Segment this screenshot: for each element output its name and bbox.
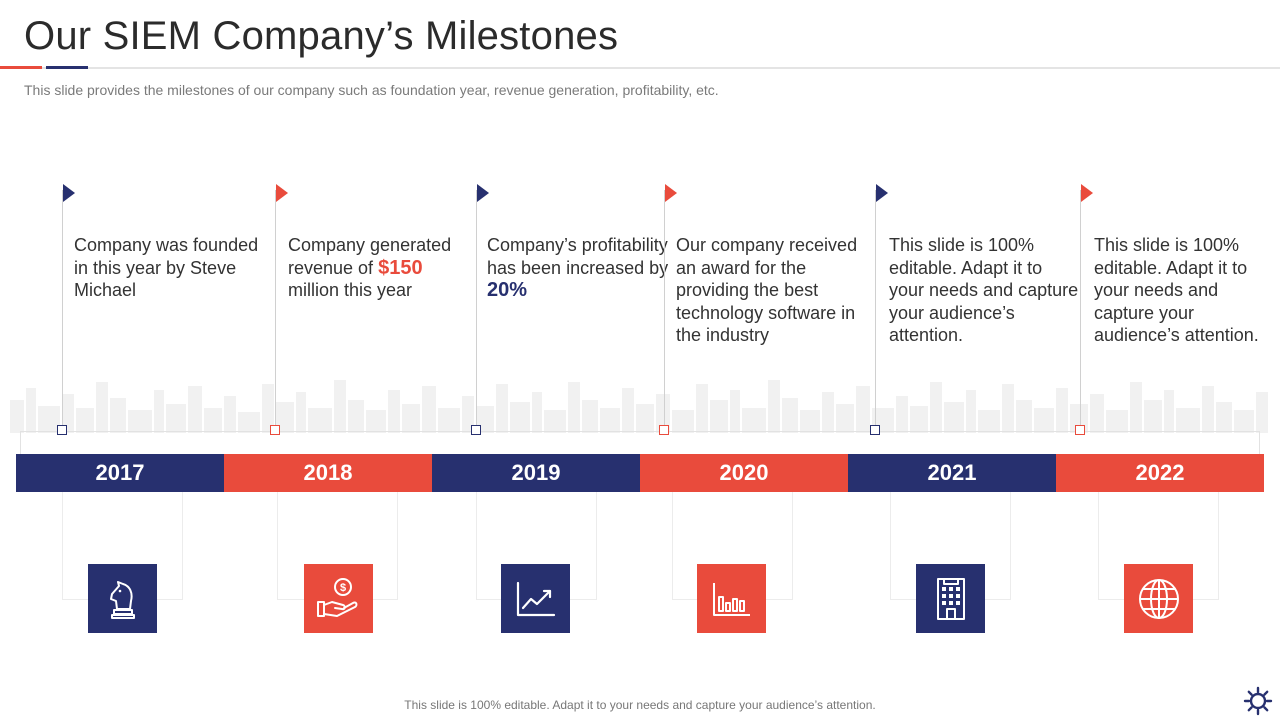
milestone-flag-icon xyxy=(665,184,677,202)
milestone-stem xyxy=(476,190,477,432)
revenue-highlight: $150 xyxy=(378,256,423,279)
milestone-description: Company’s profitability has been increas… xyxy=(487,235,669,301)
money-hand-icon: $ xyxy=(316,577,357,617)
timeline-frame xyxy=(20,431,1260,455)
milestone-node xyxy=(870,425,880,435)
milestone-node xyxy=(270,425,280,435)
milestone-description: This slide is 100% editable. Adapt it to… xyxy=(1094,235,1259,345)
title-accent-red xyxy=(0,66,42,69)
profit-highlight: 20% xyxy=(487,279,528,301)
page-subtitle: This slide provides the milestones of ou… xyxy=(24,82,719,98)
bar-chart-icon xyxy=(712,582,750,616)
milestone-flag-icon xyxy=(63,184,75,202)
milestone-icon-tile xyxy=(501,564,570,633)
year-label: 2019 xyxy=(432,454,640,492)
milestone-icon-tile: $ xyxy=(304,564,373,633)
milestone-icon-tile xyxy=(88,564,157,633)
milestone-stem xyxy=(664,190,665,432)
page-title: Our SIEM Company’s Milestones xyxy=(24,14,619,58)
year-label: 2017 xyxy=(16,454,224,492)
year-label: 2018 xyxy=(224,454,432,492)
milestone-node xyxy=(57,425,67,435)
growth-chart-icon xyxy=(516,581,555,616)
milestone-stem xyxy=(62,190,63,432)
milestone-node xyxy=(471,425,481,435)
milestone-description: Our company received an award for the pr… xyxy=(676,235,858,345)
milestone-flag-icon xyxy=(477,184,489,202)
milestone-description: Company was founded in this year by Stev… xyxy=(74,235,259,300)
milestone-icon-tile xyxy=(916,564,985,633)
year-label: 2022 xyxy=(1056,454,1264,492)
footer-note: This slide is 100% editable. Adapt it to… xyxy=(404,698,876,712)
milestone-flag-icon xyxy=(876,184,888,202)
milestone-stem xyxy=(1080,190,1081,432)
milestone-stem xyxy=(275,190,276,432)
svg-text:$: $ xyxy=(339,582,345,594)
milestone-icon-tile xyxy=(697,564,766,633)
office-building-icon xyxy=(936,577,965,620)
chess-knight-icon xyxy=(109,580,135,619)
milestone-flag-icon xyxy=(1081,184,1093,202)
milestone-stem xyxy=(875,190,876,432)
milestone-description: This slide is 100% editable. Adapt it to… xyxy=(889,235,1079,345)
year-label: 2021 xyxy=(848,454,1056,492)
milestone-node xyxy=(659,425,669,435)
milestone-node xyxy=(1075,425,1085,435)
milestone-description: Company generated revenue of $150 million… xyxy=(288,235,452,300)
title-divider xyxy=(0,67,1280,69)
year-label: 2020 xyxy=(640,454,848,492)
milestone-icon-tile xyxy=(1124,564,1193,633)
globe-icon xyxy=(1138,578,1179,619)
milestone-flag-icon xyxy=(276,184,288,202)
gear-icon[interactable] xyxy=(1243,686,1273,716)
city-skyline-background xyxy=(10,380,1268,433)
title-accent-blue xyxy=(46,66,88,69)
